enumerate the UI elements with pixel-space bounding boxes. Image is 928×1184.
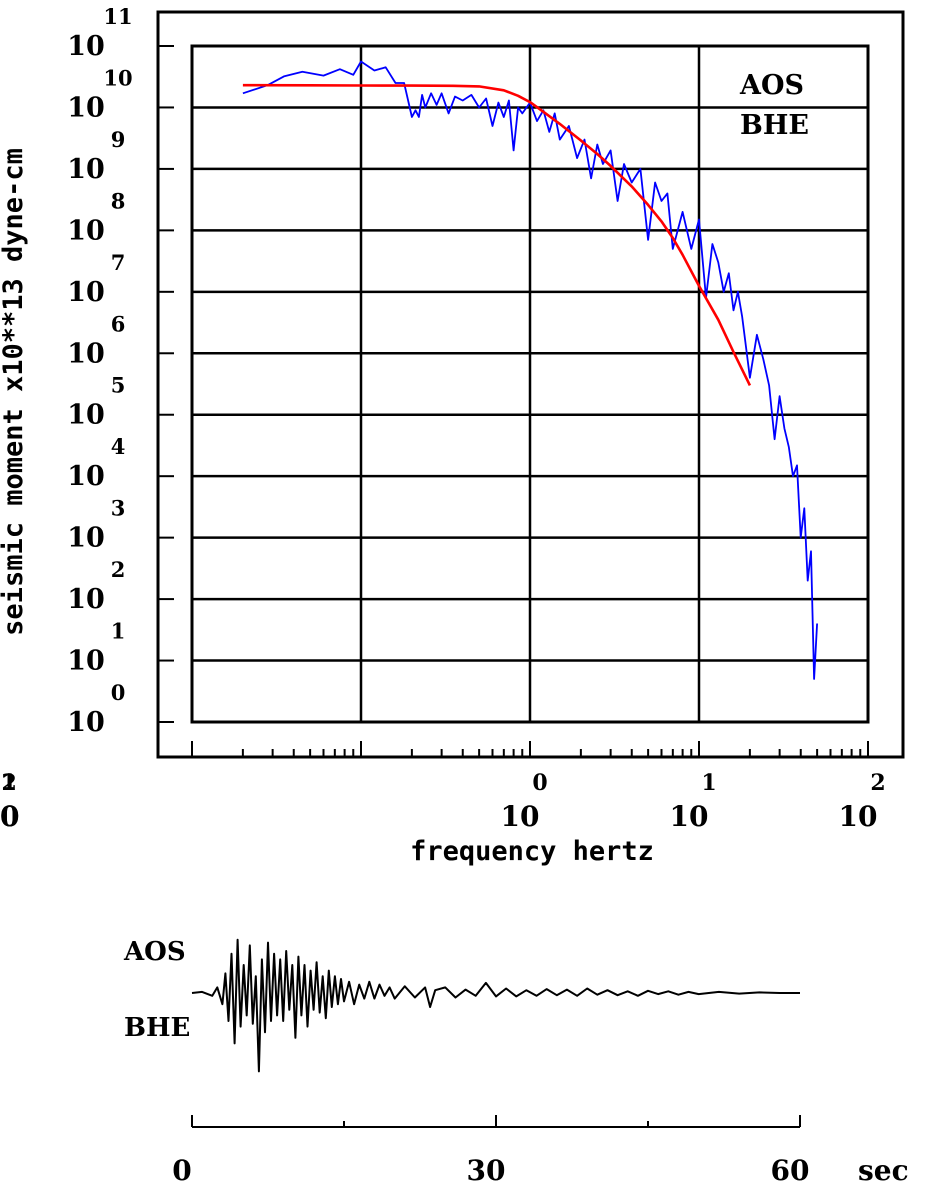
time-tick-label: 0 — [172, 1154, 191, 1184]
time-axis-labels: 0 30 60 — [172, 1154, 809, 1184]
x-tick-label-base: 10 — [501, 800, 540, 833]
y-axis-title: seismic moment x10**13 dyne-cm — [0, 148, 29, 636]
legend-component: BHE — [740, 110, 809, 141]
y-tick-label-base: 10 — [67, 646, 105, 677]
y-tick-label-exponent: 2 — [111, 557, 126, 582]
y-tick-label-base: 10 — [67, 277, 105, 308]
trace-station-label: AOS — [123, 937, 186, 967]
y-tick-label-exponent: 4 — [111, 434, 126, 459]
y-tick-label-exponent: 10 — [103, 65, 132, 90]
x-tick-label-exponent: −1 — [0, 770, 17, 796]
series-group — [242, 60, 818, 680]
y-tick-label-base: 10 — [67, 215, 105, 246]
y-tick-label-exponent: 5 — [111, 373, 126, 398]
y-tick-label-base: 10 — [67, 31, 105, 62]
trace-group — [191, 938, 800, 1073]
y-tick-label-base: 10 — [67, 400, 105, 431]
x-tick-label-base: 10 — [839, 800, 878, 833]
trace-component-label: BHE — [124, 1013, 190, 1043]
spectrum-line — [242, 60, 818, 680]
y-tick-label-exponent: 0 — [111, 680, 126, 705]
x-axis-title: frequency hertz — [410, 836, 654, 867]
time-axis — [191, 1115, 801, 1128]
y-tick-label-exponent: 7 — [111, 250, 126, 275]
time-unit-label: sec — [858, 1154, 909, 1184]
y-tick-label-exponent: 1 — [111, 619, 126, 644]
y-axis-ticks — [158, 45, 174, 723]
y-tick-label-exponent: 9 — [111, 127, 126, 152]
y-tick-label-base: 10 — [67, 461, 105, 492]
x-axis-ticks — [191, 741, 869, 757]
x-tick-label-exponent: 2 — [870, 770, 885, 796]
x-tick-label-exponent: −2 — [0, 770, 17, 796]
y-tick-label-base: 10 — [67, 92, 105, 123]
y-tick-label-base: 10 — [67, 154, 105, 185]
y-tick-label-base: 10 — [67, 338, 105, 369]
x-tick-label-base: 10 — [0, 800, 19, 833]
x-tick-label-exponent: 1 — [701, 770, 716, 796]
y-tick-label-exponent: 3 — [111, 496, 126, 521]
y-tick-label-exponent: 6 — [111, 311, 126, 336]
y-tick-label-base: 10 — [67, 584, 105, 615]
seismogram-trace — [191, 938, 800, 1073]
x-tick-label-base: 10 — [0, 800, 19, 833]
y-tick-label-exponent: 8 — [111, 188, 126, 213]
grid-lines — [192, 46, 868, 722]
x-tick-label-base: 10 — [670, 800, 709, 833]
legend-station: AOS — [739, 70, 804, 101]
time-tick-label: 30 — [467, 1154, 506, 1184]
time-tick-label: 60 — [771, 1154, 810, 1184]
y-tick-label-base: 10 — [67, 523, 105, 554]
y-tick-label-base: 10 — [67, 707, 105, 738]
seismogram-chart: AOS BHE 0 30 60 sec — [123, 937, 909, 1184]
x-tick-label-exponent: 0 — [532, 770, 547, 796]
y-tick-label-exponent: 11 — [103, 4, 132, 29]
model-fit-line — [242, 83, 752, 386]
